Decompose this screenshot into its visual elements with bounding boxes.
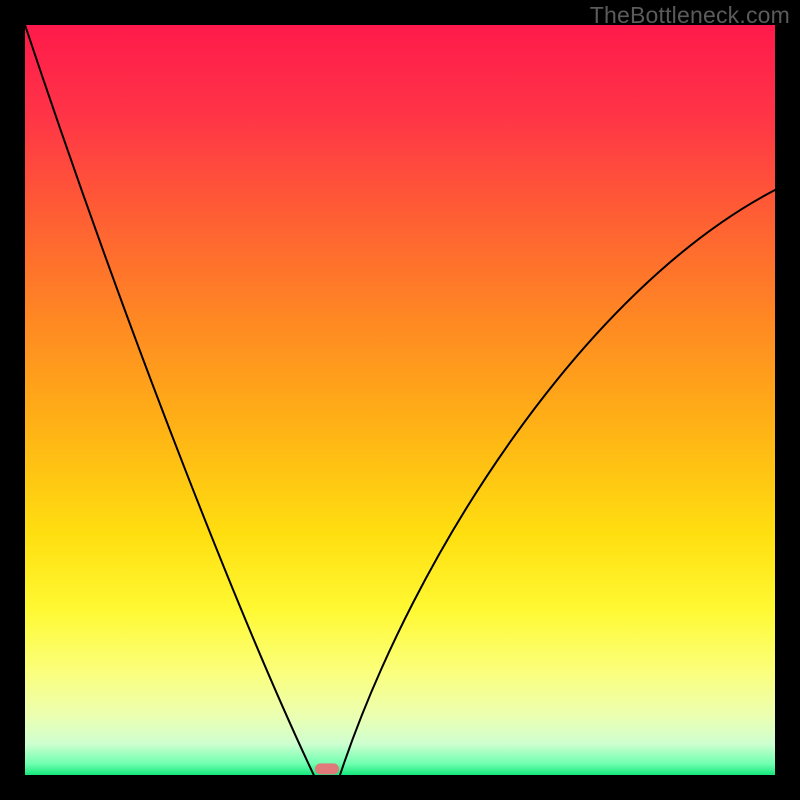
chart-frame: TheBottleneck.com [0,0,800,800]
watermark-label: TheBottleneck.com [590,2,790,29]
curve-right [340,190,775,775]
curve-left [25,25,314,775]
optimum-marker [315,763,339,774]
plot-area [25,25,775,775]
bottleneck-curve [25,25,775,775]
